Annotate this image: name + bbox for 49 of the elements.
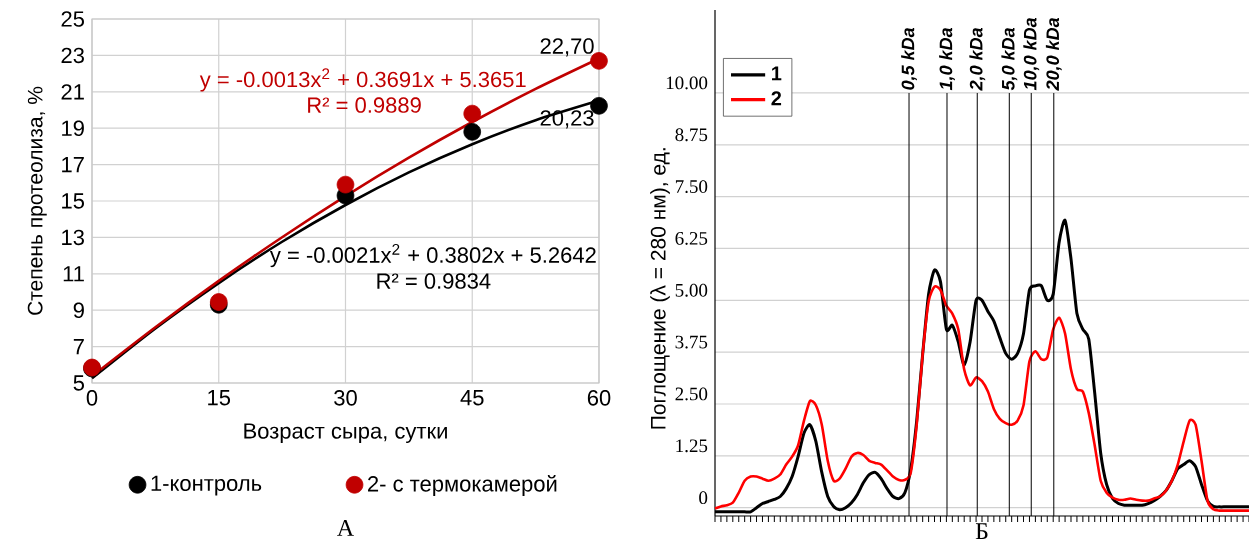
y-tick-label: 15: [62, 193, 84, 209]
y-tick-label: 21: [61, 84, 84, 100]
y-tick-label: 0: [699, 491, 708, 505]
y-tick-label: 9: [73, 302, 84, 318]
x-tick-label: 0: [86, 390, 98, 406]
x-tick-label: 45: [460, 390, 484, 406]
y-tick-label: 11: [63, 266, 84, 282]
legend-label: 1-контроль: [151, 475, 262, 496]
y-tick-label: 8.75: [675, 128, 708, 142]
annotation: 5,0 kDa: [1001, 27, 1018, 91]
y-tick-label: 19: [62, 120, 84, 136]
y-tick-label: 10.00: [666, 76, 708, 90]
text: А: [337, 519, 354, 536]
x-tick-label: 60: [587, 390, 611, 406]
y-tick-label: 1.25: [676, 439, 708, 453]
data-label: 20,23: [540, 110, 594, 129]
text: Б: [975, 523, 988, 540]
legend-label: 2: [771, 91, 782, 106]
y-tick-label: 13: [62, 229, 84, 246]
y-tick-label: 5: [73, 375, 84, 391]
annotation: 2,0 kDa: [969, 27, 986, 91]
y-tick-label: 7.50: [675, 180, 708, 194]
legend-label: 2- с термокамерой: [368, 475, 557, 496]
annotation: R² = 0.9889: [308, 97, 421, 113]
data-label: 22,70: [540, 38, 594, 57]
legend-label: 1: [772, 66, 782, 81]
x-axis-title: Возраст сыра, сутки: [244, 423, 447, 444]
y-axis-title: Поглощение (λ = 280 нм), ед.: [650, 148, 670, 429]
point: [463, 123, 482, 141]
y-axis-title: Степень протеолиза, %: [27, 86, 47, 315]
y-tick-label: 5.00: [675, 283, 708, 297]
y-tick-label: 23: [61, 47, 84, 64]
y-tick-label: 17: [62, 157, 84, 173]
x-tick-label: 15: [208, 390, 231, 406]
annotation: y = -0.0021x$^{2}$ + 0.3802x + 5.2642: [269, 243, 596, 268]
annotation: 1,0 kDa: [939, 27, 955, 91]
point: [463, 104, 482, 123]
point: [336, 175, 355, 194]
y-tick-label: 7: [73, 339, 84, 355]
y-tick-label: 25: [61, 11, 84, 27]
annotation: 0,5 kDa: [901, 27, 917, 90]
annotation: y = -0.0013x$^{2}$ + 0.3691x + 5.3651: [199, 68, 526, 92]
y-tick-label: 6.25: [675, 232, 708, 245]
x-tick-label: 30: [334, 390, 357, 406]
annotation: 10,0 kDa: [1023, 17, 1040, 91]
annotation: R² = 0.9834: [377, 273, 491, 289]
y-tick-label: 2.50: [675, 387, 708, 401]
y-tick-label: 3.75: [675, 335, 708, 349]
annotation: 20,0 kDa: [1045, 17, 1062, 91]
